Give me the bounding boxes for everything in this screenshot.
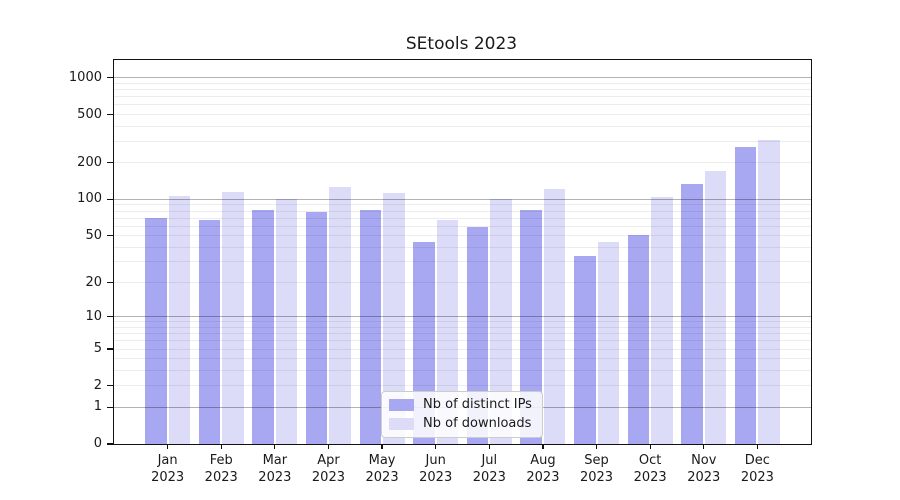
bar-jun-downloads [436, 219, 459, 444]
bar-jan-downloads [168, 196, 191, 444]
bar-jul-ips [466, 226, 489, 444]
bar-oct-downloads [651, 196, 673, 444]
bar-dec-ips [734, 147, 757, 444]
x-tick-label: Nov 2023 [687, 453, 721, 485]
legend: Nb of distinct IPs Nb of downloads [381, 391, 543, 438]
x-tick [327, 444, 330, 449]
y-tick-label: 50 [85, 227, 102, 243]
gridline-minor [114, 96, 811, 98]
y-tick-label: 10 [85, 308, 102, 324]
y-tick [107, 348, 113, 350]
y-tick [107, 282, 113, 284]
bar-dec-downloads [758, 139, 780, 444]
legend-swatch [389, 399, 414, 411]
chart-title: SEtools 2023 [405, 34, 518, 54]
x-tick [756, 444, 758, 449]
y-tick-label: 20 [85, 274, 102, 290]
bar-jul-downloads [490, 199, 512, 444]
x-tick-label: Dec 2023 [740, 453, 774, 485]
y-tick-label: 1000 [68, 69, 102, 85]
y-tick [107, 385, 113, 387]
y-tick-label: 0 [93, 436, 102, 451]
x-tick-label: Feb 2023 [204, 453, 238, 485]
x-tick-label: Apr 2023 [311, 453, 345, 485]
bar-nov-downloads [704, 170, 727, 444]
bar-aug-ips [520, 209, 542, 444]
bar-apr-downloads [329, 187, 351, 444]
x-tick [542, 444, 544, 449]
y-tick [107, 235, 113, 237]
x-tick-label: May 2023 [365, 453, 399, 485]
bar-may-ips [359, 209, 382, 444]
x-tick [274, 444, 276, 449]
x-tick [649, 444, 651, 449]
bar-sep-ips [574, 255, 596, 444]
bar-feb-ips [198, 219, 221, 444]
x-tick-label: Sep 2023 [579, 453, 614, 485]
x-tick [595, 444, 598, 449]
y-tick-label: 1 [93, 399, 102, 415]
gridline-minor [114, 125, 811, 127]
bar-apr-ips [306, 211, 328, 444]
y-tick [107, 198, 113, 200]
bar-oct-ips [627, 234, 650, 444]
gridline-minor [114, 114, 811, 115]
y-tick [107, 162, 113, 164]
legend-label: Nb of distinct IPs [423, 397, 532, 412]
legend-swatch [389, 418, 414, 430]
legend-item: Nb of downloads [389, 416, 532, 432]
x-tick [488, 444, 490, 449]
y-tick-label: 100 [77, 191, 102, 207]
y-tick [107, 77, 113, 79]
plot-area: 1000 500 200 100 50 20 10 5 2 1 0 Jan 2023 Feb 2023 Mar… [69, 59, 812, 485]
bar-nov-ips [681, 184, 703, 444]
bar-aug-downloads [543, 189, 566, 444]
gridline-major [114, 77, 811, 79]
x-tick [167, 444, 169, 449]
gridline-minor [114, 89, 811, 91]
gridline-minor [114, 141, 811, 142]
y-tick [107, 113, 113, 116]
x-tick [435, 444, 437, 449]
bar-jan-ips [145, 218, 167, 444]
bar-feb-downloads [222, 191, 244, 444]
y-tick-label: 500 [77, 106, 102, 122]
x-tick-label: Aug 2023 [526, 453, 560, 485]
gridline-minor [114, 82, 811, 84]
bar-mar-ips [252, 210, 274, 444]
bar-may-downloads [383, 192, 405, 444]
x-tick [703, 444, 705, 449]
y-tick-label: 200 [77, 154, 102, 170]
x-tick-label: Oct 2023 [633, 453, 667, 485]
y-tick-label: 5 [93, 341, 102, 357]
bar-sep-downloads [597, 242, 619, 444]
gridline-minor [114, 162, 811, 164]
y-tick [107, 316, 113, 318]
y-tick-label: 2 [93, 377, 102, 393]
y-tick [107, 406, 113, 408]
bar-mar-downloads [275, 199, 298, 444]
x-tick-label: Jan 2023 [151, 453, 185, 485]
legend-label: Nb of downloads [423, 416, 532, 431]
y-tick [107, 443, 113, 445]
x-tick [381, 444, 383, 449]
x-tick [220, 444, 222, 449]
x-tick-label: Jul 2023 [472, 453, 506, 485]
x-tick-label: Mar 2023 [258, 453, 292, 485]
legend-item: Nb of distinct IPs [389, 397, 532, 413]
gridline-minor [114, 104, 811, 106]
x-tick-label: Jun 2023 [419, 453, 453, 485]
